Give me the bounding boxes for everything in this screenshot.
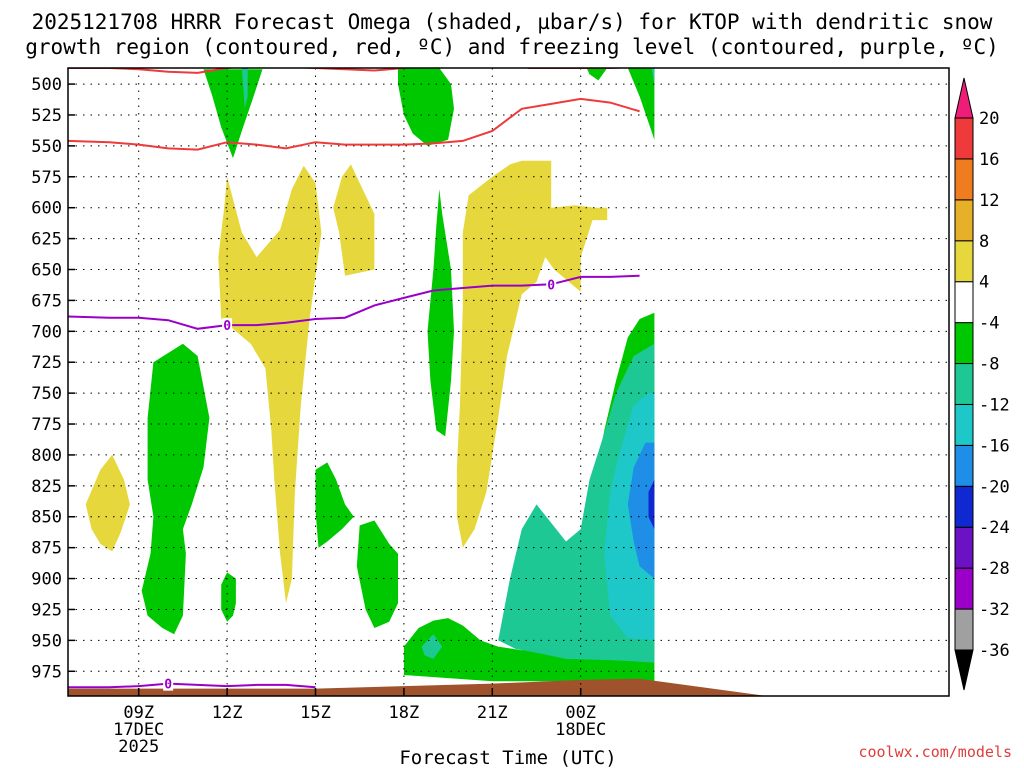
y-tick-label-825: 825 [31, 477, 62, 497]
colorbar-label-12: 12 [979, 191, 999, 211]
y-tick-label-500: 500 [31, 75, 62, 95]
freezing-level-surface-contour-label-bg-0 [163, 676, 174, 691]
freezing-level-contour-label-bg-1 [546, 277, 557, 292]
omega-region-20 [651, 68, 655, 85]
colorbar-max-triangle [954, 77, 974, 119]
omega-region-10 [315, 462, 354, 548]
y-tick-label-950: 950 [31, 631, 62, 651]
omega-region-17 [648, 479, 655, 530]
colorbar-label--16: -16 [979, 436, 1010, 456]
colorbar-label--28: -28 [979, 559, 1010, 579]
omega-region-12 [427, 189, 454, 437]
x-tick-label-16-1: 18DEC [555, 720, 606, 740]
colorbar-segment-4 [954, 240, 974, 283]
y-tick-label-900: 900 [31, 570, 62, 590]
y-tick-label-600: 600 [31, 199, 62, 219]
y-tick-label-675: 675 [31, 291, 62, 311]
omega-region-4 [203, 69, 263, 159]
omega-region-11 [356, 520, 398, 628]
x-tick-label-1-2: 2025 [118, 737, 159, 757]
y-tick-label-925: 925 [31, 600, 62, 620]
y-tick-label-525: 525 [31, 106, 62, 126]
y-tick-label-725: 725 [31, 353, 62, 373]
colorbar-label-20: 20 [979, 109, 999, 129]
y-tick-label-700: 700 [31, 322, 62, 342]
colorbar-label-8: 8 [979, 232, 989, 252]
plot-frame [67, 67, 950, 697]
x-tick-label-10-0: 18Z [389, 703, 420, 723]
colorbar-segment--16 [954, 403, 974, 446]
freezing-level-surface-contour-label-0: 0 [164, 678, 172, 693]
y-tick-label-800: 800 [31, 446, 62, 466]
colorbar-segment--20 [954, 444, 974, 487]
contours: 0 0 0 [68, 68, 640, 693]
chart-title-line-2: growth region (contoured, red, ºC) and f… [25, 35, 999, 59]
omega-region-1 [218, 165, 322, 604]
omega-region-6 [586, 68, 608, 81]
colorbar-label--12: -12 [979, 395, 1010, 415]
y-tick-label-550: 550 [31, 137, 62, 157]
omega-region-18 [421, 634, 443, 659]
credit-text: coolwx.com/models [858, 743, 1012, 761]
y-tick-label-975: 975 [31, 662, 62, 682]
omega-region-16 [627, 442, 655, 579]
omega-region-0 [85, 454, 130, 552]
below-ground-terrain [68, 678, 768, 696]
colorbar-label-4: 4 [979, 273, 989, 293]
colorbar-segment--4 [954, 281, 974, 324]
y-tick-label-650: 650 [31, 261, 62, 281]
colorbar-label--8: -8 [979, 355, 999, 375]
freezing-level-contour-label-bg-0 [222, 318, 233, 333]
y-tick-label-850: 850 [31, 508, 62, 528]
x-tick-label-1-0: 09Z [123, 703, 154, 723]
omega-region-7 [627, 68, 655, 140]
colorbar-min-triangle [954, 649, 974, 691]
freezing-level-contour-label-1: 0 [547, 278, 555, 293]
x-tick-label-4-0: 12Z [212, 703, 243, 723]
omega-region-2 [333, 164, 375, 276]
y-tick-label-875: 875 [31, 539, 62, 559]
colorbar-segment--12 [954, 363, 974, 405]
colorbar-segment--28 [954, 526, 974, 569]
colorbar-segment-8 [954, 199, 974, 242]
omega-region-5 [398, 68, 454, 146]
x-tick-label-7-0: 15Z [300, 703, 331, 723]
y-tick-label-575: 575 [31, 168, 62, 188]
x-tick-label-16-0: 00Z [565, 703, 596, 723]
y-tick-label-775: 775 [31, 415, 62, 435]
colorbar-segment--32 [954, 567, 974, 610]
colorbar-segment--24 [954, 485, 974, 528]
colorbar-label--20: -20 [979, 477, 1010, 497]
y-tick-label-625: 625 [31, 230, 62, 250]
omega-region-8 [141, 343, 210, 635]
colorbar-segment-16 [954, 117, 974, 160]
y-axis: 500 525 550 575 600 625 650 675 700 725 750 775 800 8… [31, 75, 75, 682]
omega-shading [68, 68, 768, 696]
colorbar-label-16: 16 [979, 150, 999, 170]
colorbar-label--24: -24 [979, 518, 1010, 538]
colorbar-label--4: -4 [979, 314, 999, 334]
colorbar-label--32: -32 [979, 600, 1010, 620]
colorbar-label--36: -36 [979, 641, 1010, 661]
chart-title-line-1: 2025121708 HRRR Forecast Omega (shaded, … [32, 10, 993, 34]
colorbar: -36 -32 -28 -24 -20 -16 -12 -8 -4 4 8 12 16 20 [954, 77, 1010, 691]
dgz-contour-upper [68, 68, 404, 74]
y-tick-label-750: 750 [31, 384, 62, 404]
colorbar-segment--36 [954, 608, 974, 651]
freezing-level-contour-label-0: 0 [223, 319, 231, 334]
freezing-level-surface-contour [68, 682, 316, 689]
omega-region-9 [221, 572, 236, 622]
dgz-contour-mid [68, 97, 640, 151]
omega-region-19 [241, 68, 248, 109]
colorbar-segment-12 [954, 158, 974, 201]
colorbar-segment--8 [954, 322, 974, 365]
x-tick-label-1-1: 17DEC [113, 720, 164, 740]
x-axis-label: Forecast Time (UTC) [399, 747, 616, 768]
omega-region-3 [456, 160, 608, 548]
x-tick-label-13-0: 21Z [477, 703, 508, 723]
